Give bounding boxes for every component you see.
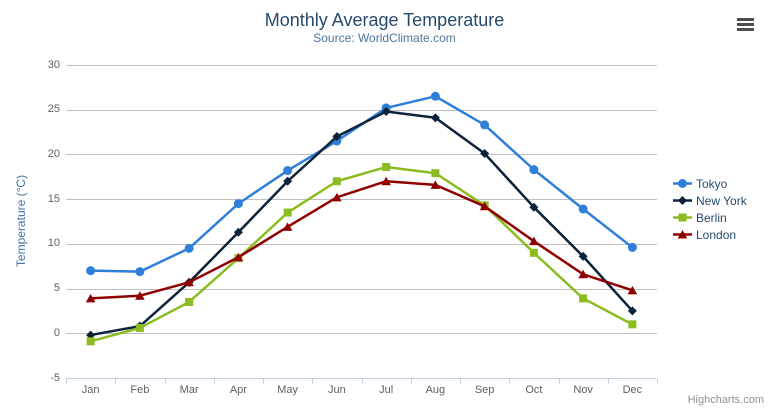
x-axis-label: Oct <box>525 383 543 396</box>
point-tokyo-apr[interactable] <box>233 199 243 209</box>
series-line-berlin <box>89 165 634 343</box>
point-london-apr[interactable] <box>233 252 244 262</box>
point-berlin-dec[interactable] <box>628 320 637 329</box>
point-london-jul[interactable] <box>381 176 391 186</box>
point-london-dec[interactable] <box>627 285 638 295</box>
y-axis-label: 25 <box>47 103 60 116</box>
point-berlin-aug[interactable] <box>431 169 440 178</box>
x-axis-label: Apr <box>229 383 247 396</box>
legend-label-berlin: Berlin <box>696 210 727 225</box>
y-axis-label: 30 <box>47 58 60 71</box>
x-axis-label: Nov <box>573 383 593 396</box>
triangle-glyph <box>677 230 688 239</box>
point-berlin-jul[interactable] <box>382 162 391 171</box>
chart-subtitle: Source: WorldClimate.com <box>313 31 456 45</box>
export-menu-button[interactable] <box>733 14 757 34</box>
point-tokyo-mar[interactable] <box>184 243 194 253</box>
point-tokyo-jan[interactable] <box>86 266 96 276</box>
point-london-nov[interactable] <box>578 269 588 279</box>
x-axis-label: Jan <box>81 383 100 396</box>
legend-marker-triangle-icon <box>673 230 692 239</box>
hamburger-icon <box>736 17 754 31</box>
point-berlin-jun[interactable] <box>332 177 341 186</box>
x-axis-label: Aug <box>425 383 446 396</box>
point-berlin-feb[interactable] <box>135 323 144 332</box>
legend-label-tokyo: Tokyo <box>696 176 728 191</box>
point-tokyo-feb[interactable] <box>135 267 145 277</box>
series-line-tokyo <box>89 95 634 273</box>
y-axis-label: 15 <box>47 192 60 205</box>
point-new-york-may[interactable] <box>283 176 293 186</box>
x-axis-label: Feb <box>130 383 150 396</box>
point-new-york-jun[interactable] <box>332 132 342 142</box>
x-axis-label: May <box>277 383 299 396</box>
point-new-york-jan[interactable] <box>86 330 96 340</box>
point-tokyo-sep[interactable] <box>480 120 490 130</box>
legend-marker-diamond-icon <box>673 196 692 205</box>
point-new-york-aug[interactable] <box>430 113 440 123</box>
point-tokyo-nov[interactable] <box>578 204 588 214</box>
diamond-glyph <box>678 196 687 205</box>
series-line-london <box>89 180 634 300</box>
point-berlin-mar[interactable] <box>185 297 194 306</box>
point-berlin-nov[interactable] <box>579 294 588 303</box>
chart-title: Monthly Average Temperature <box>264 10 505 30</box>
square-glyph <box>678 213 687 222</box>
x-axis-label: Jul <box>379 383 394 396</box>
point-tokyo-oct[interactable] <box>529 165 539 175</box>
point-london-jun[interactable] <box>332 192 342 202</box>
point-london-feb[interactable] <box>135 291 145 300</box>
legend-item-tokyo[interactable]: Tokyo <box>673 175 747 192</box>
point-new-york-nov[interactable] <box>578 251 588 261</box>
point-berlin-oct[interactable] <box>529 248 538 257</box>
legend-item-new-york[interactable]: New York <box>673 192 747 209</box>
point-london-sep[interactable] <box>479 201 490 211</box>
legend-item-berlin[interactable]: Berlin <box>673 209 747 226</box>
x-axis-label: Mar <box>179 383 199 396</box>
point-new-york-oct[interactable] <box>529 202 539 212</box>
point-new-york-dec[interactable] <box>627 306 637 316</box>
y-axis-label: 5 <box>53 282 60 295</box>
legend: Tokyo New York Berlin London <box>673 175 747 243</box>
point-london-mar[interactable] <box>184 277 194 287</box>
series-line-new-york <box>89 110 634 337</box>
x-axis-label: Dec <box>622 383 643 396</box>
point-london-aug[interactable] <box>430 180 441 189</box>
credits-link[interactable]: Highcharts.com <box>687 394 764 406</box>
y-axis-label: 20 <box>47 147 60 160</box>
x-axis-label: Jun <box>328 383 346 396</box>
point-london-may[interactable] <box>282 222 293 231</box>
legend-marker-square-icon <box>673 213 692 222</box>
point-london-oct[interactable] <box>529 236 539 246</box>
circle-glyph <box>678 179 687 188</box>
legend-label-new-york: New York <box>696 193 747 208</box>
point-tokyo-may[interactable] <box>283 166 293 176</box>
legend-marker-circle-icon <box>673 179 692 188</box>
point-new-york-apr[interactable] <box>233 227 243 237</box>
point-berlin-jan[interactable] <box>86 337 95 346</box>
point-tokyo-aug[interactable] <box>430 91 440 101</box>
y-axis-label: 10 <box>47 237 60 250</box>
point-new-york-sep[interactable] <box>480 149 490 159</box>
x-axis-label: Sep <box>474 383 495 396</box>
point-tokyo-dec[interactable] <box>627 242 637 252</box>
y-axis-label: -5 <box>50 371 60 384</box>
y-axis-label: 0 <box>53 326 60 339</box>
legend-item-london[interactable]: London <box>673 226 747 243</box>
point-berlin-may[interactable] <box>283 208 292 217</box>
point-new-york-jul[interactable] <box>381 107 391 117</box>
point-london-jan[interactable] <box>85 293 96 303</box>
legend-label-london: London <box>696 227 737 242</box>
